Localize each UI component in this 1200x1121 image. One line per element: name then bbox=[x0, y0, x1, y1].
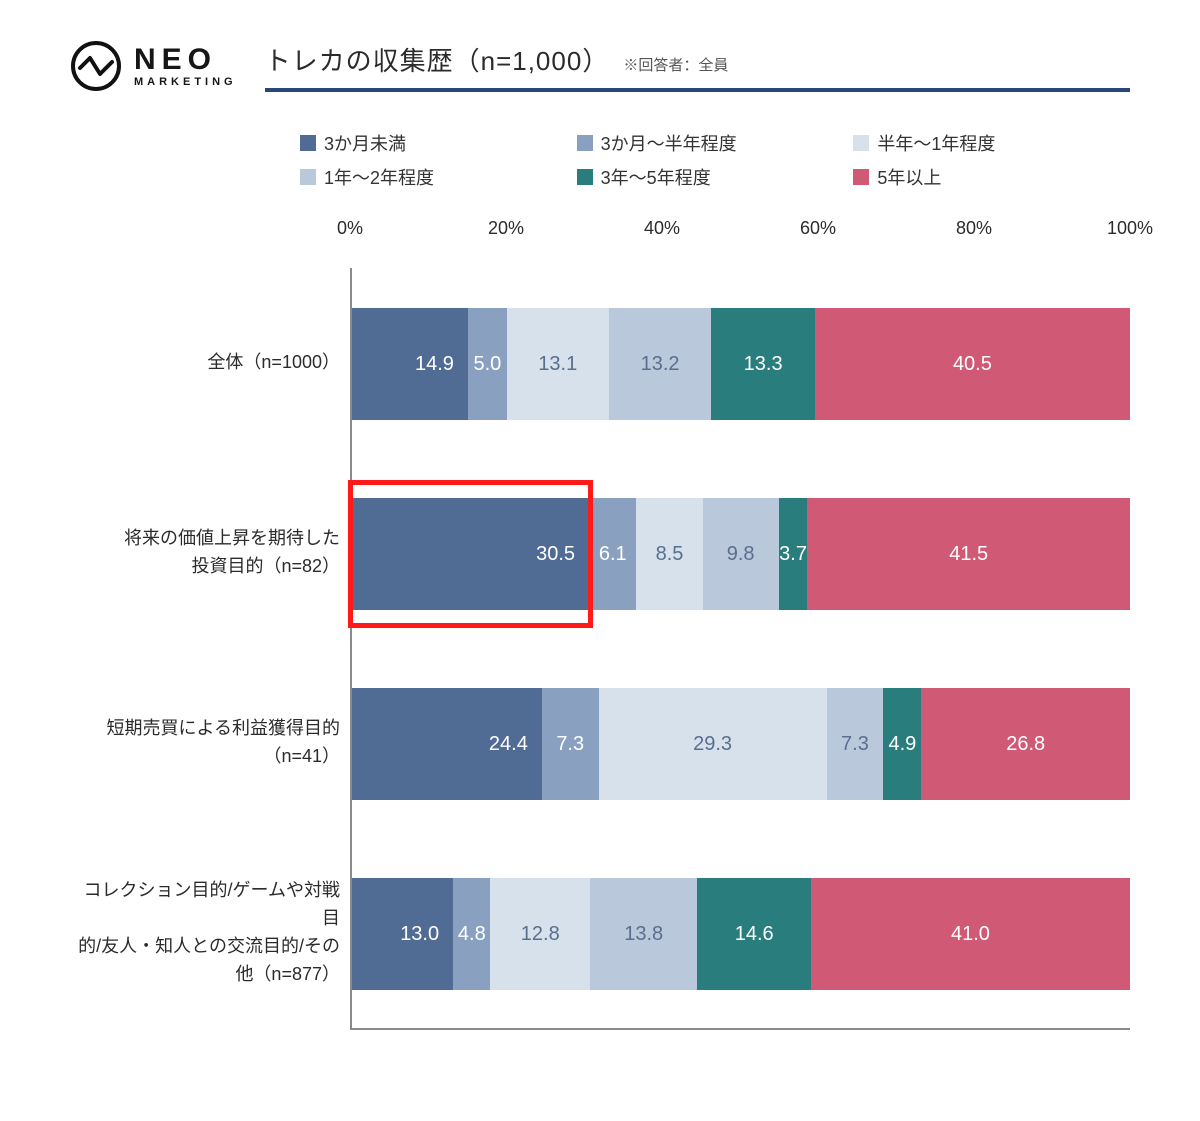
legend-swatch bbox=[577, 135, 593, 151]
bar-segment: 30.5 bbox=[352, 498, 589, 610]
bar-segment: 29.3 bbox=[599, 688, 827, 800]
plot: 14.95.013.113.213.340.530.56.18.59.83.74… bbox=[350, 268, 1130, 1030]
page: NEO MARKETING トレカの収集歴（n=1,000） ※回答者：全員 3… bbox=[0, 0, 1200, 1090]
bar-row: 14.95.013.113.213.340.5 bbox=[352, 268, 1130, 458]
legend: 3か月未満 3か月～半年程度 半年～1年程度 1年～2年程度 3年～5年程度 5年以上 bbox=[300, 130, 1060, 190]
bar-segment: 41.5 bbox=[807, 498, 1130, 610]
stacked-bar-chart: 全体（n=1000）将来の価値上昇を期待した 投資目的（n=82）短期売買による… bbox=[70, 218, 1130, 1030]
bar-segment: 5.0 bbox=[468, 308, 507, 420]
bar-segment: 4.8 bbox=[453, 878, 490, 990]
bar-segment: 8.5 bbox=[636, 498, 702, 610]
logo: NEO MARKETING bbox=[70, 40, 237, 92]
legend-item: 3か月未満 bbox=[300, 130, 507, 156]
bar-segment: 7.3 bbox=[827, 688, 884, 800]
stacked-bar: 13.04.812.813.814.641.0 bbox=[352, 878, 1130, 990]
legend-swatch bbox=[853, 169, 869, 185]
bar-segment: 40.5 bbox=[815, 308, 1130, 420]
chart-title-note: ※回答者：全員 bbox=[623, 54, 728, 75]
x-axis: 0%20%40%60%80%100% bbox=[350, 218, 1130, 268]
logo-mark-icon bbox=[70, 40, 122, 92]
bar-segment: 13.0 bbox=[352, 878, 453, 990]
bar-segment: 14.9 bbox=[352, 308, 468, 420]
logo-text: NEO MARKETING bbox=[134, 45, 237, 88]
stacked-bar: 30.56.18.59.83.741.5 bbox=[352, 498, 1130, 610]
bar-segment: 3.7 bbox=[779, 498, 808, 610]
x-axis-tick: 0% bbox=[337, 218, 363, 239]
stacked-bar: 24.47.329.37.34.926.8 bbox=[352, 688, 1130, 800]
bar-segment: 13.8 bbox=[590, 878, 697, 990]
bar-segment: 13.3 bbox=[711, 308, 814, 420]
bar-segment: 12.8 bbox=[490, 878, 590, 990]
row-labels: 全体（n=1000）将来の価値上昇を期待した 投資目的（n=82）短期売買による… bbox=[70, 218, 350, 1030]
bar-segment: 14.6 bbox=[697, 878, 811, 990]
bar-segment: 24.4 bbox=[352, 688, 542, 800]
legend-item: 半年～1年程度 bbox=[853, 130, 1060, 156]
legend-item: 1年～2年程度 bbox=[300, 164, 507, 190]
bar-segment: 9.8 bbox=[703, 498, 779, 610]
legend-item: 3年～5年程度 bbox=[577, 164, 784, 190]
title-underline bbox=[265, 88, 1130, 92]
bar-row: 30.56.18.59.83.741.5 bbox=[352, 458, 1130, 648]
legend-swatch bbox=[577, 169, 593, 185]
bar-segment: 6.1 bbox=[589, 498, 636, 610]
legend-item: 3か月～半年程度 bbox=[577, 130, 784, 156]
x-axis-tick: 60% bbox=[800, 218, 836, 239]
bar-row: 13.04.812.813.814.641.0 bbox=[352, 838, 1130, 1028]
legend-label: 3か月未満 bbox=[324, 130, 406, 156]
bar-segment: 4.9 bbox=[883, 688, 921, 800]
legend-item: 5年以上 bbox=[853, 164, 1060, 190]
plot-area: 0%20%40%60%80%100% 14.95.013.113.213.340… bbox=[350, 218, 1130, 1030]
bar-segment: 41.0 bbox=[811, 878, 1130, 990]
row-label: 全体（n=1000） bbox=[70, 268, 350, 458]
bar-row: 24.47.329.37.34.926.8 bbox=[352, 648, 1130, 838]
logo-sub: MARKETING bbox=[134, 77, 237, 88]
x-axis-tick: 80% bbox=[956, 218, 992, 239]
legend-label: 3年～5年程度 bbox=[601, 164, 711, 190]
bar-segment: 26.8 bbox=[921, 688, 1130, 800]
legend-label: 半年～1年程度 bbox=[877, 130, 995, 156]
x-axis-tick: 100% bbox=[1107, 218, 1153, 239]
legend-swatch bbox=[300, 135, 316, 151]
bar-segment: 13.1 bbox=[507, 308, 609, 420]
row-label: 将来の価値上昇を期待した 投資目的（n=82） bbox=[70, 458, 350, 648]
chart-title: トレカの収集歴（n=1,000） bbox=[265, 41, 610, 78]
stacked-bar: 14.95.013.113.213.340.5 bbox=[352, 308, 1130, 420]
legend-swatch bbox=[853, 135, 869, 151]
legend-swatch bbox=[300, 169, 316, 185]
row-label: コレクション目的/ゲームや対戦目 的/友人・知人との交流目的/その 他（n=87… bbox=[70, 838, 350, 1028]
row-label: 短期売買による利益獲得目的 （n=41） bbox=[70, 648, 350, 838]
legend-label: 5年以上 bbox=[877, 164, 941, 190]
bar-segment: 13.2 bbox=[609, 308, 712, 420]
logo-brand: NEO bbox=[134, 45, 237, 75]
x-axis-tick: 20% bbox=[488, 218, 524, 239]
legend-label: 1年～2年程度 bbox=[324, 164, 434, 190]
x-axis-tick: 40% bbox=[644, 218, 680, 239]
legend-label: 3か月～半年程度 bbox=[601, 130, 737, 156]
bar-segment: 7.3 bbox=[542, 688, 599, 800]
header: NEO MARKETING トレカの収集歴（n=1,000） ※回答者：全員 bbox=[70, 40, 1130, 92]
title-block: トレカの収集歴（n=1,000） ※回答者：全員 bbox=[265, 41, 1130, 92]
